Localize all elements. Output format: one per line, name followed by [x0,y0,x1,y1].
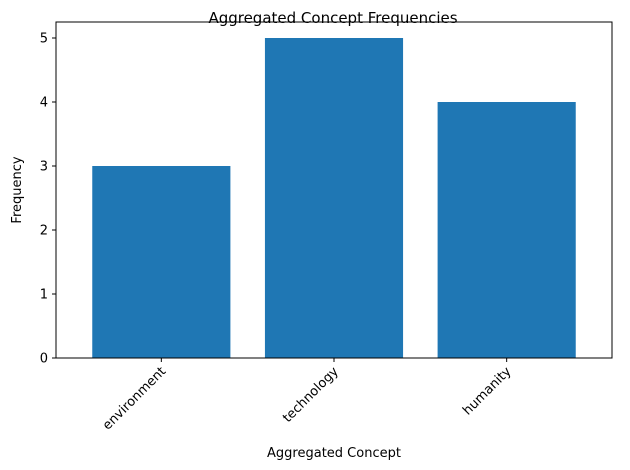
y-axis-ticks: 0 1 2 3 4 5 [40,32,56,367]
x-axis-label: Aggregated Concept [267,446,401,461]
x-tick-label-environment: environment [100,364,169,433]
x-axis-ticks: environment technology humanity [100,358,515,433]
y-tick-label-5: 5 [40,32,48,47]
y-tick-label-2: 2 [40,224,48,239]
bars [92,38,576,358]
y-tick-label-1: 1 [40,288,48,303]
y-tick-label-4: 4 [40,96,48,111]
y-tick-label-0: 0 [40,352,48,367]
y-tick-label-3: 3 [40,160,48,175]
chart-title: Aggregated Concept Frequencies [208,9,457,27]
x-tick-label-humanity: humanity [460,364,514,418]
x-tick-label-technology: technology [280,364,342,426]
plot-frame [55,21,613,359]
bar-environment [92,166,231,358]
bar-technology [264,38,404,358]
bar-humanity [437,102,576,358]
y-axis-label: Frequency [10,156,25,223]
